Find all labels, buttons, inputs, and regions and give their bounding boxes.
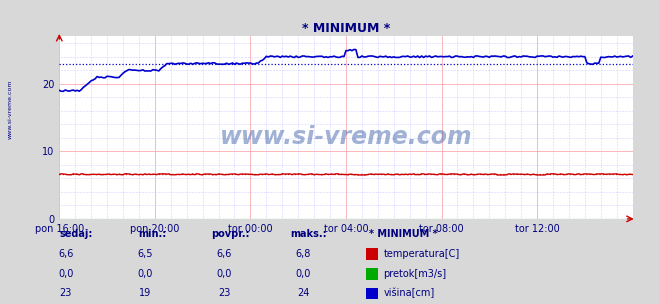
Text: pretok[m3/s]: pretok[m3/s] (384, 269, 447, 279)
Text: povpr.:: povpr.: (211, 229, 249, 239)
Text: 0,0: 0,0 (216, 269, 232, 279)
Text: sedaj:: sedaj: (59, 229, 93, 239)
Text: 0,0: 0,0 (58, 269, 74, 279)
Text: 23: 23 (218, 288, 230, 299)
Text: 23: 23 (60, 288, 72, 299)
Text: 6,6: 6,6 (216, 249, 232, 259)
Text: www.si-vreme.com: www.si-vreme.com (219, 125, 473, 149)
Text: višina[cm]: višina[cm] (384, 288, 435, 299)
Text: 19: 19 (139, 288, 151, 299)
Text: 6,5: 6,5 (137, 249, 153, 259)
Text: 0,0: 0,0 (137, 269, 153, 279)
Text: 0,0: 0,0 (295, 269, 311, 279)
Text: min.:: min.: (138, 229, 167, 239)
Text: www.si-vreme.com: www.si-vreme.com (8, 80, 13, 139)
Text: maks.:: maks.: (290, 229, 327, 239)
Text: 24: 24 (297, 288, 309, 299)
Text: 6,6: 6,6 (58, 249, 74, 259)
Text: 6,8: 6,8 (295, 249, 311, 259)
Text: temperatura[C]: temperatura[C] (384, 249, 460, 259)
Text: * MINIMUM *: * MINIMUM * (369, 229, 438, 239)
Title: * MINIMUM *: * MINIMUM * (302, 22, 390, 35)
